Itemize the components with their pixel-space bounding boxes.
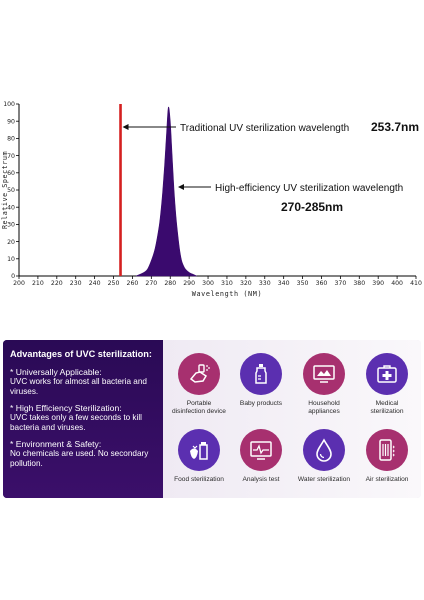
air-purifier-icon — [379, 439, 395, 461]
medical-kit-icon — [377, 365, 397, 383]
y-tick-label: 20 — [7, 239, 15, 246]
feature-circle — [303, 429, 345, 471]
annotation-value: 270-285nm — [281, 200, 343, 214]
y-tick-label: 30 — [7, 222, 15, 229]
annotation-value: 253.7nm — [371, 120, 419, 134]
advantage-heading: * High Efficiency Sterilization: — [10, 403, 122, 413]
y-tick-label: 10 — [7, 256, 15, 263]
feature-medical-sterilization: Medical sterilization — [355, 353, 419, 416]
uvc-advantages-panel: Advantages of UVC sterilization: * Unive… — [3, 340, 421, 498]
x-tick-label: 380 — [353, 280, 365, 287]
y-tick-label: 80 — [7, 136, 15, 143]
advantages-list: Advantages of UVC sterilization: * Unive… — [3, 340, 163, 498]
x-tick-label: 340 — [278, 280, 290, 287]
feature-household-appliances: Household appliances — [292, 353, 356, 416]
feature-circle — [178, 429, 220, 471]
x-tick-label: 300 — [202, 280, 214, 287]
annotation-text: High-efficiency UV sterilization wavelen… — [215, 183, 403, 194]
y-axis-label: Relative Spectrum — [1, 151, 9, 229]
feature-air-sterilization: Air sterilization — [355, 429, 419, 484]
y-tick-label: 90 — [7, 118, 15, 125]
feature-circle — [303, 353, 345, 395]
feature-portable-device: Portable disinfection device — [167, 353, 231, 416]
feature-circle — [366, 429, 408, 471]
feature-label: Analysis test — [242, 476, 280, 483]
x-tick-label: 210 — [32, 280, 44, 287]
y-tick-label: 50 — [7, 187, 15, 194]
feature-food-sterilization: Food sterilization — [167, 429, 231, 484]
arrow-head — [178, 184, 184, 190]
advantages-title: Advantages of UVC sterilization: — [10, 349, 152, 359]
feature-label: Baby products — [239, 400, 283, 407]
tv-icon — [313, 365, 335, 383]
x-axis-label: Wavelength (NM) — [192, 290, 262, 298]
advantage-text: No chemicals are used. No secondary poll… — [10, 449, 149, 468]
x-tick-label: 310 — [221, 280, 233, 287]
y-tick-label: 60 — [7, 170, 15, 177]
annotation-text: Traditional UV sterilization wavelength — [180, 123, 349, 134]
feature-label: Portable disinfection device — [172, 400, 226, 415]
x-tick-label: 220 — [51, 280, 63, 287]
x-tick-label: 200 — [13, 280, 25, 287]
feature-label: Food sterilization — [174, 476, 224, 483]
arrow-head — [122, 124, 129, 130]
feature-circle — [178, 353, 220, 395]
feature-label: Medical sterilization — [370, 400, 404, 415]
advantage-item: * Universally Applicable: UVC works for … — [10, 367, 163, 397]
x-tick-label: 370 — [334, 280, 346, 287]
advantage-heading: * Environment & Safety: — [10, 439, 102, 449]
feature-analysis-test: Analysis test — [229, 429, 293, 484]
monitor-chart-icon — [250, 441, 272, 460]
advantage-text: UVC takes only a few seconds to kill bac… — [10, 413, 142, 432]
advantage-text: UVC works for almost all bacteria and vi… — [10, 377, 147, 396]
x-tick-label: 280 — [164, 280, 176, 287]
feature-label: Air sterilization — [365, 476, 409, 483]
food-icon — [190, 442, 208, 460]
x-tick-label: 230 — [70, 280, 82, 287]
x-tick-label: 320 — [240, 280, 252, 287]
application-grid: Portable disinfection device Baby produc… — [163, 340, 421, 498]
x-tick-label: 270 — [145, 280, 157, 287]
x-tick-label: 390 — [372, 280, 384, 287]
hand-spray-icon — [189, 364, 210, 383]
feature-circle — [240, 353, 282, 395]
y-tick-label: 40 — [7, 204, 15, 211]
y-tick-label: 0 — [11, 273, 15, 280]
x-tick-label: 330 — [259, 280, 271, 287]
spectrum-area — [136, 106, 197, 277]
x-tick-label: 240 — [89, 280, 101, 287]
x-tick-label: 350 — [297, 280, 309, 287]
baby-bottle-icon — [255, 364, 267, 384]
x-tick-label: 260 — [127, 280, 139, 287]
feature-circle — [366, 353, 408, 395]
spectrum-chart: 0 10 20 30 40 50 60 70 80 90 100 200 210 220 230 240 250… — [1, 101, 422, 298]
feature-baby-products: Baby products — [229, 353, 293, 408]
x-tick-label: 250 — [108, 280, 120, 287]
x-tick-label: 410 — [410, 280, 422, 287]
advantage-item: * Environment & Safety: No chemicals are… — [10, 439, 163, 469]
y-tick-label: 70 — [7, 153, 15, 160]
advantage-heading: * Universally Applicable: — [10, 367, 102, 377]
y-tick-label: 100 — [3, 101, 15, 108]
feature-label: Household appliances — [308, 400, 340, 415]
x-tick-label: 290 — [183, 280, 195, 287]
feature-circle — [240, 429, 282, 471]
water-drop-icon — [316, 438, 332, 462]
feature-water-sterilization: Water sterilization — [292, 429, 356, 484]
x-tick-label: 360 — [316, 280, 328, 287]
x-tick-label: 400 — [391, 280, 403, 287]
advantage-item: * High Efficiency Sterilization: UVC tak… — [10, 403, 163, 433]
feature-label: Water sterilization — [297, 476, 351, 483]
